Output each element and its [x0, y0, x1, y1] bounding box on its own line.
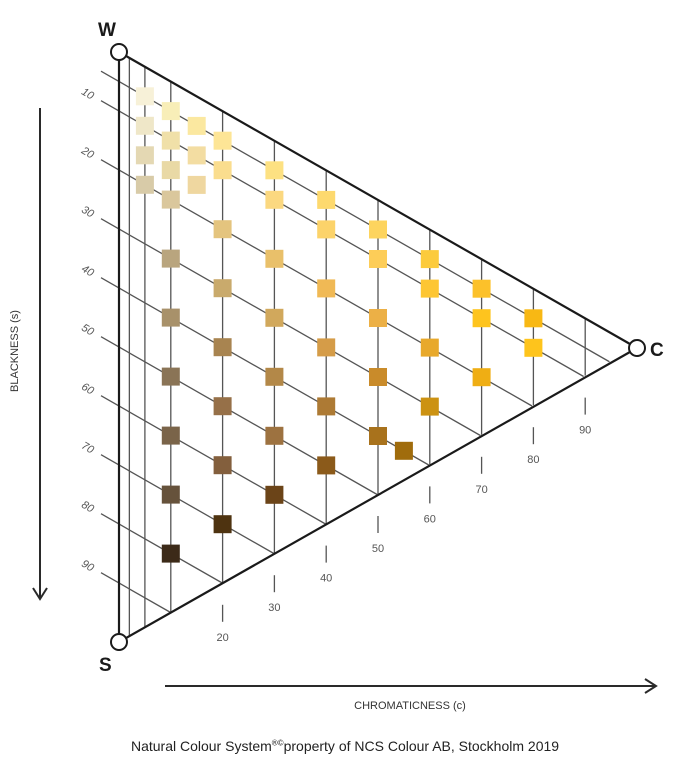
blackness-arrow-head — [32, 587, 48, 601]
colour-swatch — [265, 308, 284, 327]
colour-swatch — [187, 116, 206, 135]
blackness-tick-label: 60 — [79, 381, 96, 398]
colour-swatch — [317, 279, 336, 298]
blackness-tick-label: 90 — [79, 558, 96, 575]
chromaticness-tick-label: 20 — [216, 632, 228, 644]
colour-swatch — [265, 367, 284, 386]
colour-swatch — [213, 456, 232, 475]
colour-swatch — [161, 308, 180, 327]
colour-swatch — [369, 309, 387, 327]
chromaticness-tick-label: 80 — [527, 454, 539, 466]
colour-swatch — [213, 515, 232, 534]
chromaticness-tick-label: 60 — [424, 513, 436, 525]
chromaticness-tick-label: 50 — [372, 543, 384, 555]
blackness-tick-label: 70 — [79, 440, 96, 457]
colour-swatch — [161, 161, 180, 180]
colour-swatch — [472, 309, 491, 328]
colour-swatch — [472, 279, 491, 298]
colour-swatch — [213, 338, 232, 357]
colour-swatch — [317, 190, 336, 209]
colour-swatch — [161, 102, 180, 121]
blackness-tick-label: 50 — [79, 322, 96, 339]
blackness-grid-line — [100, 395, 326, 525]
colour-swatch — [317, 397, 336, 416]
footer-text-before: Natural Colour System — [130, 738, 272, 754]
blackness-tick-label: 40 — [79, 263, 96, 280]
colour-swatch — [265, 249, 284, 268]
chromaticness-arrow-head — [644, 678, 658, 694]
white-vertex-label: W — [98, 20, 116, 41]
footer-text-after: property of NCS Colour AB, Stockholm 201… — [283, 738, 560, 754]
colour-swatch — [524, 309, 543, 328]
axis-arrows — [32, 108, 658, 694]
colour-swatch — [187, 146, 206, 165]
blackness-grid-line — [100, 454, 275, 555]
black-vertex-marker — [110, 633, 128, 651]
white-vertex-marker — [110, 43, 128, 61]
chromaticness-tick-label: 30 — [268, 602, 280, 614]
chromatic-vertex-marker — [628, 339, 646, 357]
colour-swatch — [135, 175, 154, 194]
colour-swatch — [161, 190, 180, 209]
colour-swatch — [265, 426, 284, 445]
colour-swatches — [135, 87, 543, 563]
colour-swatch — [135, 146, 154, 165]
white-chromatic-edge — [118, 51, 638, 349]
colour-swatch — [213, 131, 232, 150]
blackness-grid-line — [100, 572, 171, 614]
black-vertex-label: S — [99, 655, 112, 676]
colour-swatch — [420, 250, 439, 269]
colour-swatch — [420, 397, 439, 416]
colour-swatch — [394, 441, 413, 460]
colour-swatch — [213, 161, 232, 180]
colour-swatch — [161, 367, 180, 386]
blackness-tick-label: 80 — [79, 499, 96, 516]
colour-swatch — [213, 220, 232, 239]
blackness-grid-line — [100, 100, 584, 378]
colour-swatch — [472, 368, 491, 387]
colour-swatch — [187, 175, 206, 194]
colour-swatch — [161, 249, 180, 268]
blackness-tick-label: 20 — [78, 144, 96, 161]
colour-swatch — [135, 116, 154, 135]
colour-swatch — [369, 250, 387, 268]
footer-trademark-marks: ®© — [271, 738, 284, 748]
chromaticness-tick-label: 90 — [579, 425, 591, 437]
blackness-grid-line — [100, 513, 223, 584]
colour-swatch — [265, 190, 284, 209]
colour-swatch — [161, 426, 180, 445]
chromatic-vertex-label: C — [650, 340, 664, 361]
vertices: W S C — [98, 20, 664, 676]
colour-swatch — [369, 427, 387, 445]
colour-swatch — [317, 220, 336, 239]
blackness-tick-label: 30 — [79, 204, 96, 221]
colour-swatch — [161, 131, 180, 150]
black-chromatic-edge — [118, 347, 638, 643]
colour-swatch — [135, 87, 154, 106]
colour-swatch — [369, 220, 387, 239]
colour-swatch — [420, 338, 439, 357]
copyright-footer: Natural Colour System®©property of NCS C… — [0, 738, 690, 754]
axis-ticks: 10 20 30 40 50 60 70 80 90 20 30 40 50 60 70 80 90 — [78, 86, 591, 644]
colour-swatch — [161, 485, 180, 504]
chromaticness-tick-label: 70 — [475, 484, 487, 496]
colour-swatch — [265, 485, 284, 504]
colour-swatch — [213, 279, 232, 298]
colour-swatch — [265, 161, 284, 180]
blackness-axis-label: BLACKNESS (s) — [9, 310, 21, 392]
colour-swatch — [524, 338, 543, 357]
colour-swatch — [369, 368, 387, 386]
chromaticness-tick-label: 40 — [320, 573, 332, 585]
colour-swatch — [161, 544, 180, 563]
colour-swatch — [213, 397, 232, 416]
blackness-tick-label: 10 — [79, 86, 96, 103]
chromaticness-axis-label: CHROMATICNESS (c) — [354, 700, 466, 712]
colour-swatch — [317, 338, 336, 357]
triangle-edges — [117, 51, 638, 643]
blackness-grid-line — [100, 336, 378, 496]
colour-swatch — [317, 456, 336, 475]
colour-swatch — [420, 279, 439, 298]
